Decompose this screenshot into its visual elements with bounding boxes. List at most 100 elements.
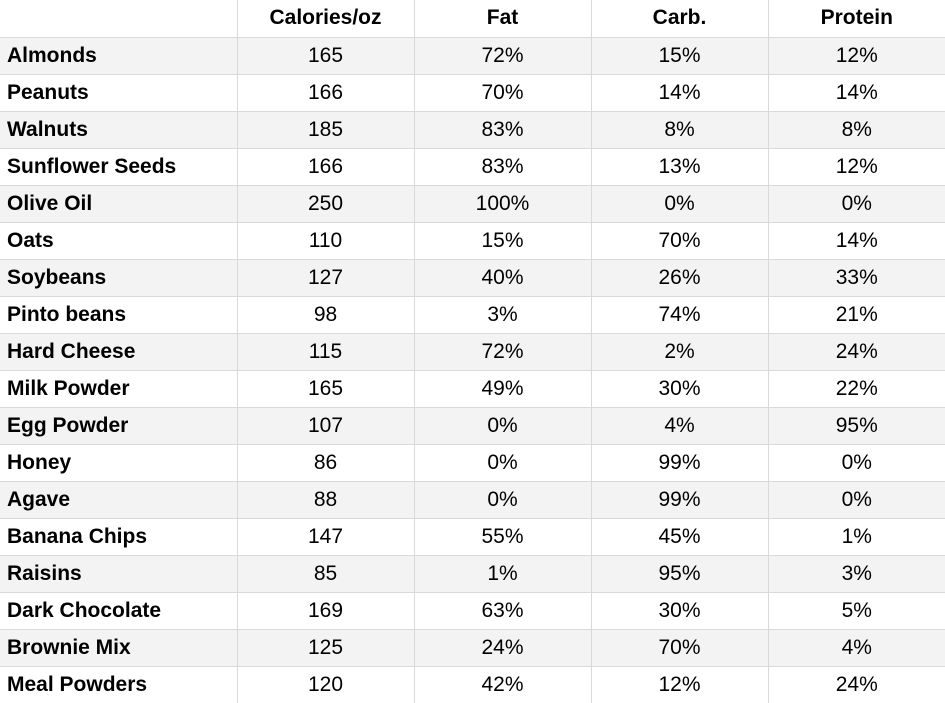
calories-cell: 85 — [236, 554, 415, 593]
fat-cell: 63% — [413, 591, 592, 630]
carb-cell: 8% — [590, 110, 769, 149]
calories-cell: 250 — [236, 184, 415, 223]
table-header: Calories/oz Fat Carb. Protein — [0, 0, 945, 38]
fat-cell: 0% — [413, 480, 592, 519]
row-label-cell: Hard Cheese — [0, 332, 238, 371]
protein-cell: 12% — [767, 36, 945, 75]
fat-cell: 3% — [413, 295, 592, 334]
table-row: Oats 110 15% 70% 14% — [0, 221, 945, 260]
table-row: Honey 86 0% 99% 0% — [0, 443, 945, 482]
calories-cell: 166 — [236, 73, 415, 112]
table-row: Almonds 165 72% 15% 12% — [0, 36, 945, 75]
calories-cell: 169 — [236, 591, 415, 630]
table-row: Meal Powders 120 42% 12% 24% — [0, 665, 945, 703]
calories-cell: 110 — [236, 221, 415, 260]
carb-cell: 74% — [590, 295, 769, 334]
header-fat: Fat — [413, 0, 592, 38]
carb-cell: 13% — [590, 147, 769, 186]
protein-cell: 0% — [767, 184, 945, 223]
carb-cell: 0% — [590, 184, 769, 223]
protein-cell: 1% — [767, 517, 945, 556]
carb-cell: 45% — [590, 517, 769, 556]
calories-cell: 88 — [236, 480, 415, 519]
table-row: Walnuts 185 83% 8% 8% — [0, 110, 945, 149]
calories-cell: 98 — [236, 295, 415, 334]
fat-cell: 70% — [413, 73, 592, 112]
protein-cell: 14% — [767, 73, 945, 112]
table-row: Dark Chocolate 169 63% 30% 5% — [0, 591, 945, 630]
header-protein: Protein — [767, 0, 945, 38]
carb-cell: 15% — [590, 36, 769, 75]
fat-cell: 72% — [413, 332, 592, 371]
fat-cell: 49% — [413, 369, 592, 408]
fat-cell: 72% — [413, 36, 592, 75]
row-label-cell: Pinto beans — [0, 295, 238, 334]
header-calories: Calories/oz — [236, 0, 415, 38]
table-row: Banana Chips 147 55% 45% 1% — [0, 517, 945, 556]
calories-cell: 165 — [236, 36, 415, 75]
carb-cell: 30% — [590, 369, 769, 408]
row-label-cell: Walnuts — [0, 110, 238, 149]
table-row: Sunflower Seeds 166 83% 13% 12% — [0, 147, 945, 186]
calories-cell: 86 — [236, 443, 415, 482]
carb-cell: 30% — [590, 591, 769, 630]
table-row: Pinto beans 98 3% 74% 21% — [0, 295, 945, 334]
calories-cell: 165 — [236, 369, 415, 408]
header-carb: Carb. — [590, 0, 769, 38]
carb-cell: 70% — [590, 628, 769, 667]
table-row: Peanuts 166 70% 14% 14% — [0, 73, 945, 112]
table-row: Raisins 85 1% 95% 3% — [0, 554, 945, 593]
carb-cell: 99% — [590, 443, 769, 482]
calories-cell: 127 — [236, 258, 415, 297]
fat-cell: 83% — [413, 147, 592, 186]
calories-cell: 125 — [236, 628, 415, 667]
fat-cell: 42% — [413, 665, 592, 703]
protein-cell: 24% — [767, 332, 945, 371]
protein-cell: 14% — [767, 221, 945, 260]
carb-cell: 4% — [590, 406, 769, 445]
protein-cell: 12% — [767, 147, 945, 186]
protein-cell: 3% — [767, 554, 945, 593]
protein-cell: 95% — [767, 406, 945, 445]
row-label-cell: Soybeans — [0, 258, 238, 297]
protein-cell: 24% — [767, 665, 945, 703]
table-row: Soybeans 127 40% 26% 33% — [0, 258, 945, 297]
fat-cell: 83% — [413, 110, 592, 149]
calories-cell: 107 — [236, 406, 415, 445]
calories-cell: 120 — [236, 665, 415, 703]
fat-cell: 55% — [413, 517, 592, 556]
row-label-cell: Raisins — [0, 554, 238, 593]
fat-cell: 0% — [413, 406, 592, 445]
protein-cell: 0% — [767, 443, 945, 482]
table-row: Agave 88 0% 99% 0% — [0, 480, 945, 519]
table-row: Olive Oil 250 100% 0% 0% — [0, 184, 945, 223]
row-label-cell: Olive Oil — [0, 184, 238, 223]
row-label-cell: Agave — [0, 480, 238, 519]
table-row: Egg Powder 107 0% 4% 95% — [0, 406, 945, 445]
row-label-cell: Brownie Mix — [0, 628, 238, 667]
row-label-cell: Oats — [0, 221, 238, 260]
protein-cell: 22% — [767, 369, 945, 408]
row-label-cell: Egg Powder — [0, 406, 238, 445]
row-label-cell: Almonds — [0, 36, 238, 75]
calories-cell: 147 — [236, 517, 415, 556]
carb-cell: 12% — [590, 665, 769, 703]
protein-cell: 5% — [767, 591, 945, 630]
table-row: Milk Powder 165 49% 30% 22% — [0, 369, 945, 408]
fat-cell: 40% — [413, 258, 592, 297]
protein-cell: 4% — [767, 628, 945, 667]
carb-cell: 99% — [590, 480, 769, 519]
fat-cell: 0% — [413, 443, 592, 482]
carb-cell: 95% — [590, 554, 769, 593]
protein-cell: 0% — [767, 480, 945, 519]
header-corner-cell — [0, 0, 238, 38]
row-label-cell: Banana Chips — [0, 517, 238, 556]
carb-cell: 2% — [590, 332, 769, 371]
row-label-cell: Meal Powders — [0, 665, 238, 703]
row-label-cell: Milk Powder — [0, 369, 238, 408]
fat-cell: 24% — [413, 628, 592, 667]
table-body: Almonds 165 72% 15% 12% Peanuts 166 70% 14% 14% Wa… — [0, 36, 945, 703]
fat-cell: 15% — [413, 221, 592, 260]
row-label-cell: Dark Chocolate — [0, 591, 238, 630]
